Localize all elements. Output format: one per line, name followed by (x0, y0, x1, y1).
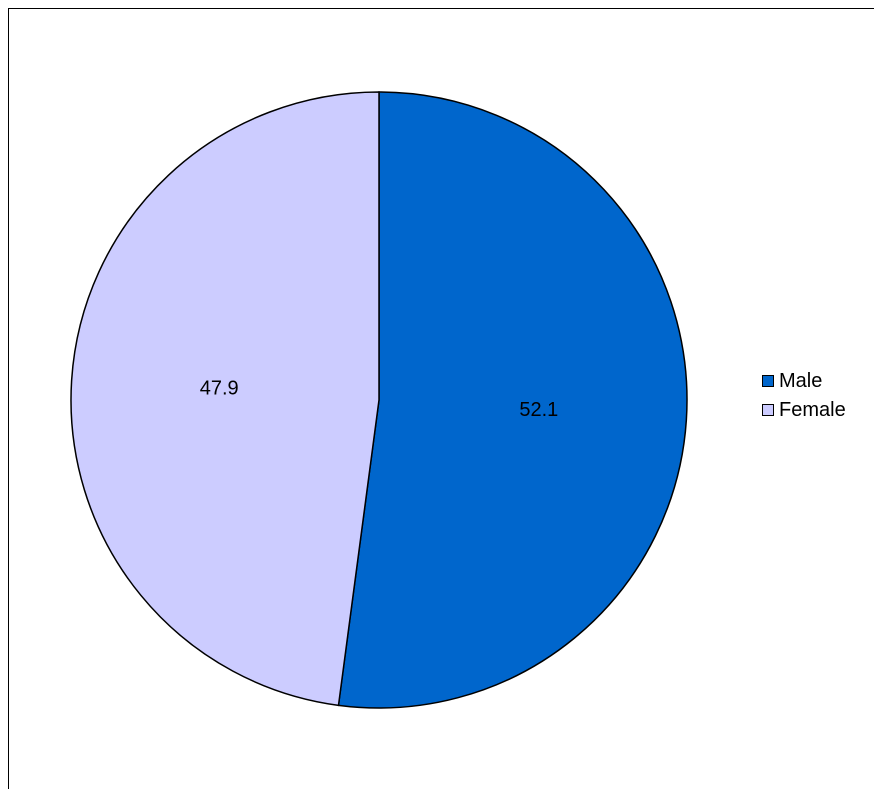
legend-label-male: Male (779, 369, 823, 392)
legend: Male Female (762, 366, 874, 424)
data-label-male: 52.1 (519, 399, 558, 421)
data-label-female: 47.9 (200, 378, 239, 400)
legend-label-female: Female (779, 398, 846, 421)
legend-item-female: Female (762, 395, 874, 424)
pie-slices (70, 91, 688, 709)
pie-slice-male (337, 91, 688, 709)
legend-swatch-female (762, 403, 774, 416)
pie-slice-female (70, 91, 380, 707)
legend-item-male: Male (762, 366, 874, 395)
pie-slice-labels: 52.1 47.9 (200, 378, 559, 421)
legend-swatch-male (762, 374, 774, 387)
